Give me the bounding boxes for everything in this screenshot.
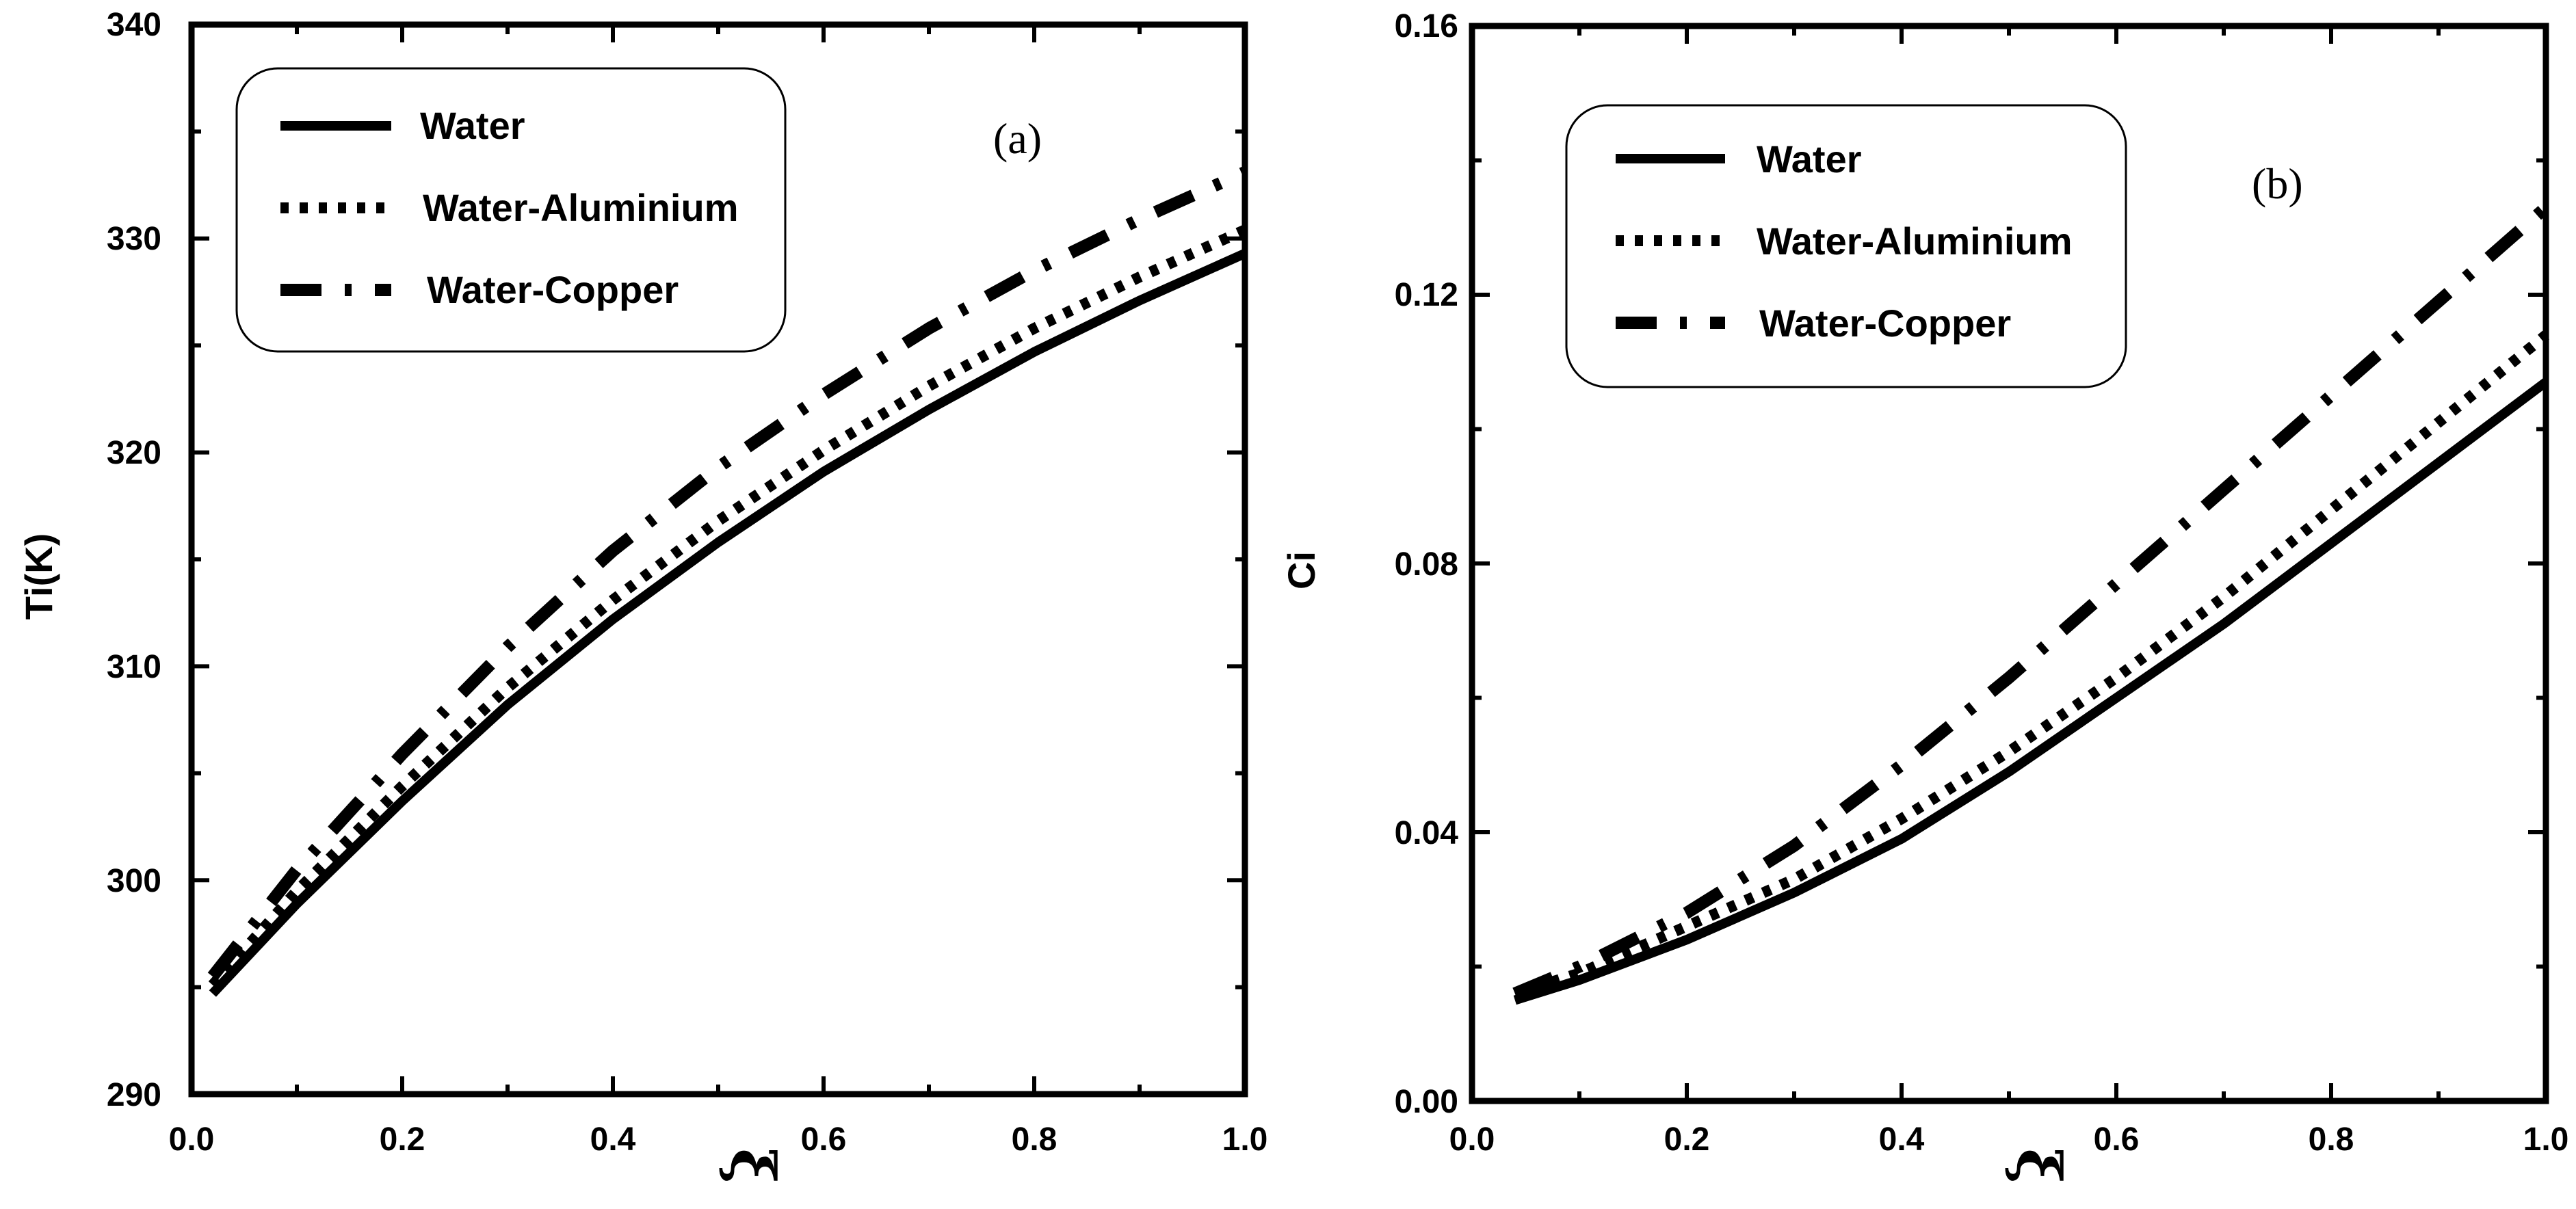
x-tick-label: 0.2: [380, 1121, 425, 1158]
series-line-water-copper: [1512, 202, 2550, 1000]
y-tick-label: 310: [107, 649, 161, 685]
y-tick-label: 290: [107, 1077, 161, 1113]
series-line-water-aluminium: [1513, 330, 2550, 999]
series-line-water: [209, 249, 1247, 997]
y-tick-labels-b: 0.00 0.04 0.08 0.12 0.16: [1395, 8, 1459, 1120]
series-layer-a: [207, 166, 1248, 997]
y-tick-label: 300: [107, 863, 161, 899]
y-tick-label: 330: [107, 221, 161, 257]
legend-label-water-copper: Water-Copper: [1759, 302, 2011, 345]
chart-panel-a: 290 300 310 320 330 340 0.0 0.2 0.4 0.6 …: [17, 7, 1267, 1184]
panel-label-b: (b): [2252, 159, 2303, 208]
legend-label-water: Water: [420, 104, 525, 147]
x-tick-label: 1.0: [1222, 1121, 1268, 1158]
x-tick-labels-b: 0.0 0.2 0.4 0.6 0.8 1.0: [1449, 1121, 2569, 1158]
panel-label-a: (a): [993, 114, 1042, 163]
y-axis-title-a: Ti(K): [17, 533, 60, 620]
series-line-water-aluminium: [208, 224, 1248, 989]
x-tick-label: 0.0: [169, 1121, 215, 1158]
x-tick-label: 0.6: [2094, 1121, 2140, 1158]
x-tick-label: 0.4: [1879, 1121, 1925, 1158]
chart-panel-b: 0.00 0.04 0.08 0.12 0.16 0.0 0.2 0.4 0.6…: [1280, 8, 2568, 1184]
legend-label-water-copper: Water-Copper: [427, 268, 679, 311]
legend-label-water-aluminium: Water-Aluminium: [1757, 220, 2072, 263]
x-tick-label: 0.2: [1664, 1121, 1710, 1158]
x-tick-labels-a: 0.0 0.2 0.4 0.6 0.8 1.0: [169, 1121, 1268, 1158]
legend-label-water-aluminium: Water-Aluminium: [423, 186, 738, 229]
y-tick-label: 0.12: [1395, 277, 1458, 313]
y-tick-label: 0.08: [1395, 546, 1458, 583]
x-tick-label: 0.8: [1012, 1121, 1057, 1158]
legend-label-water: Water: [1757, 137, 1862, 181]
plot-frame-b: [1469, 23, 2549, 1104]
legend-b: Water Water-Aluminium Water-Copper: [1565, 104, 2127, 388]
x-tick-label: 0.8: [2309, 1121, 2354, 1158]
x-axis-title-b: ξ: [2003, 1148, 2075, 1184]
y-tick-label: 0.04: [1395, 815, 1459, 851]
y-tick-label: 320: [107, 435, 161, 471]
y-tick-label: 0.00: [1395, 1084, 1458, 1120]
legend-a: Water Water-Aluminium Water-Copper: [235, 67, 787, 353]
series-line-water: [1513, 378, 2549, 1005]
x-tick-label: 0.4: [590, 1121, 636, 1158]
y-tick-label: 0.16: [1395, 8, 1458, 44]
y-axis-title-b: Ci: [1280, 551, 1323, 589]
legend-box: [1565, 104, 2127, 388]
y-tick-label: 340: [107, 7, 161, 43]
x-tick-label: 0.6: [801, 1121, 847, 1158]
x-axis-title-a: ξ: [718, 1148, 789, 1184]
x-tick-label: 1.0: [2523, 1121, 2569, 1158]
x-tick-label: 0.0: [1449, 1121, 1495, 1158]
series-layer-b: [1512, 202, 2550, 1005]
plot-frame-a: [188, 21, 1248, 1098]
y-tick-labels-a: 290 300 310 320 330 340: [107, 7, 161, 1113]
legend-box: [235, 67, 787, 353]
